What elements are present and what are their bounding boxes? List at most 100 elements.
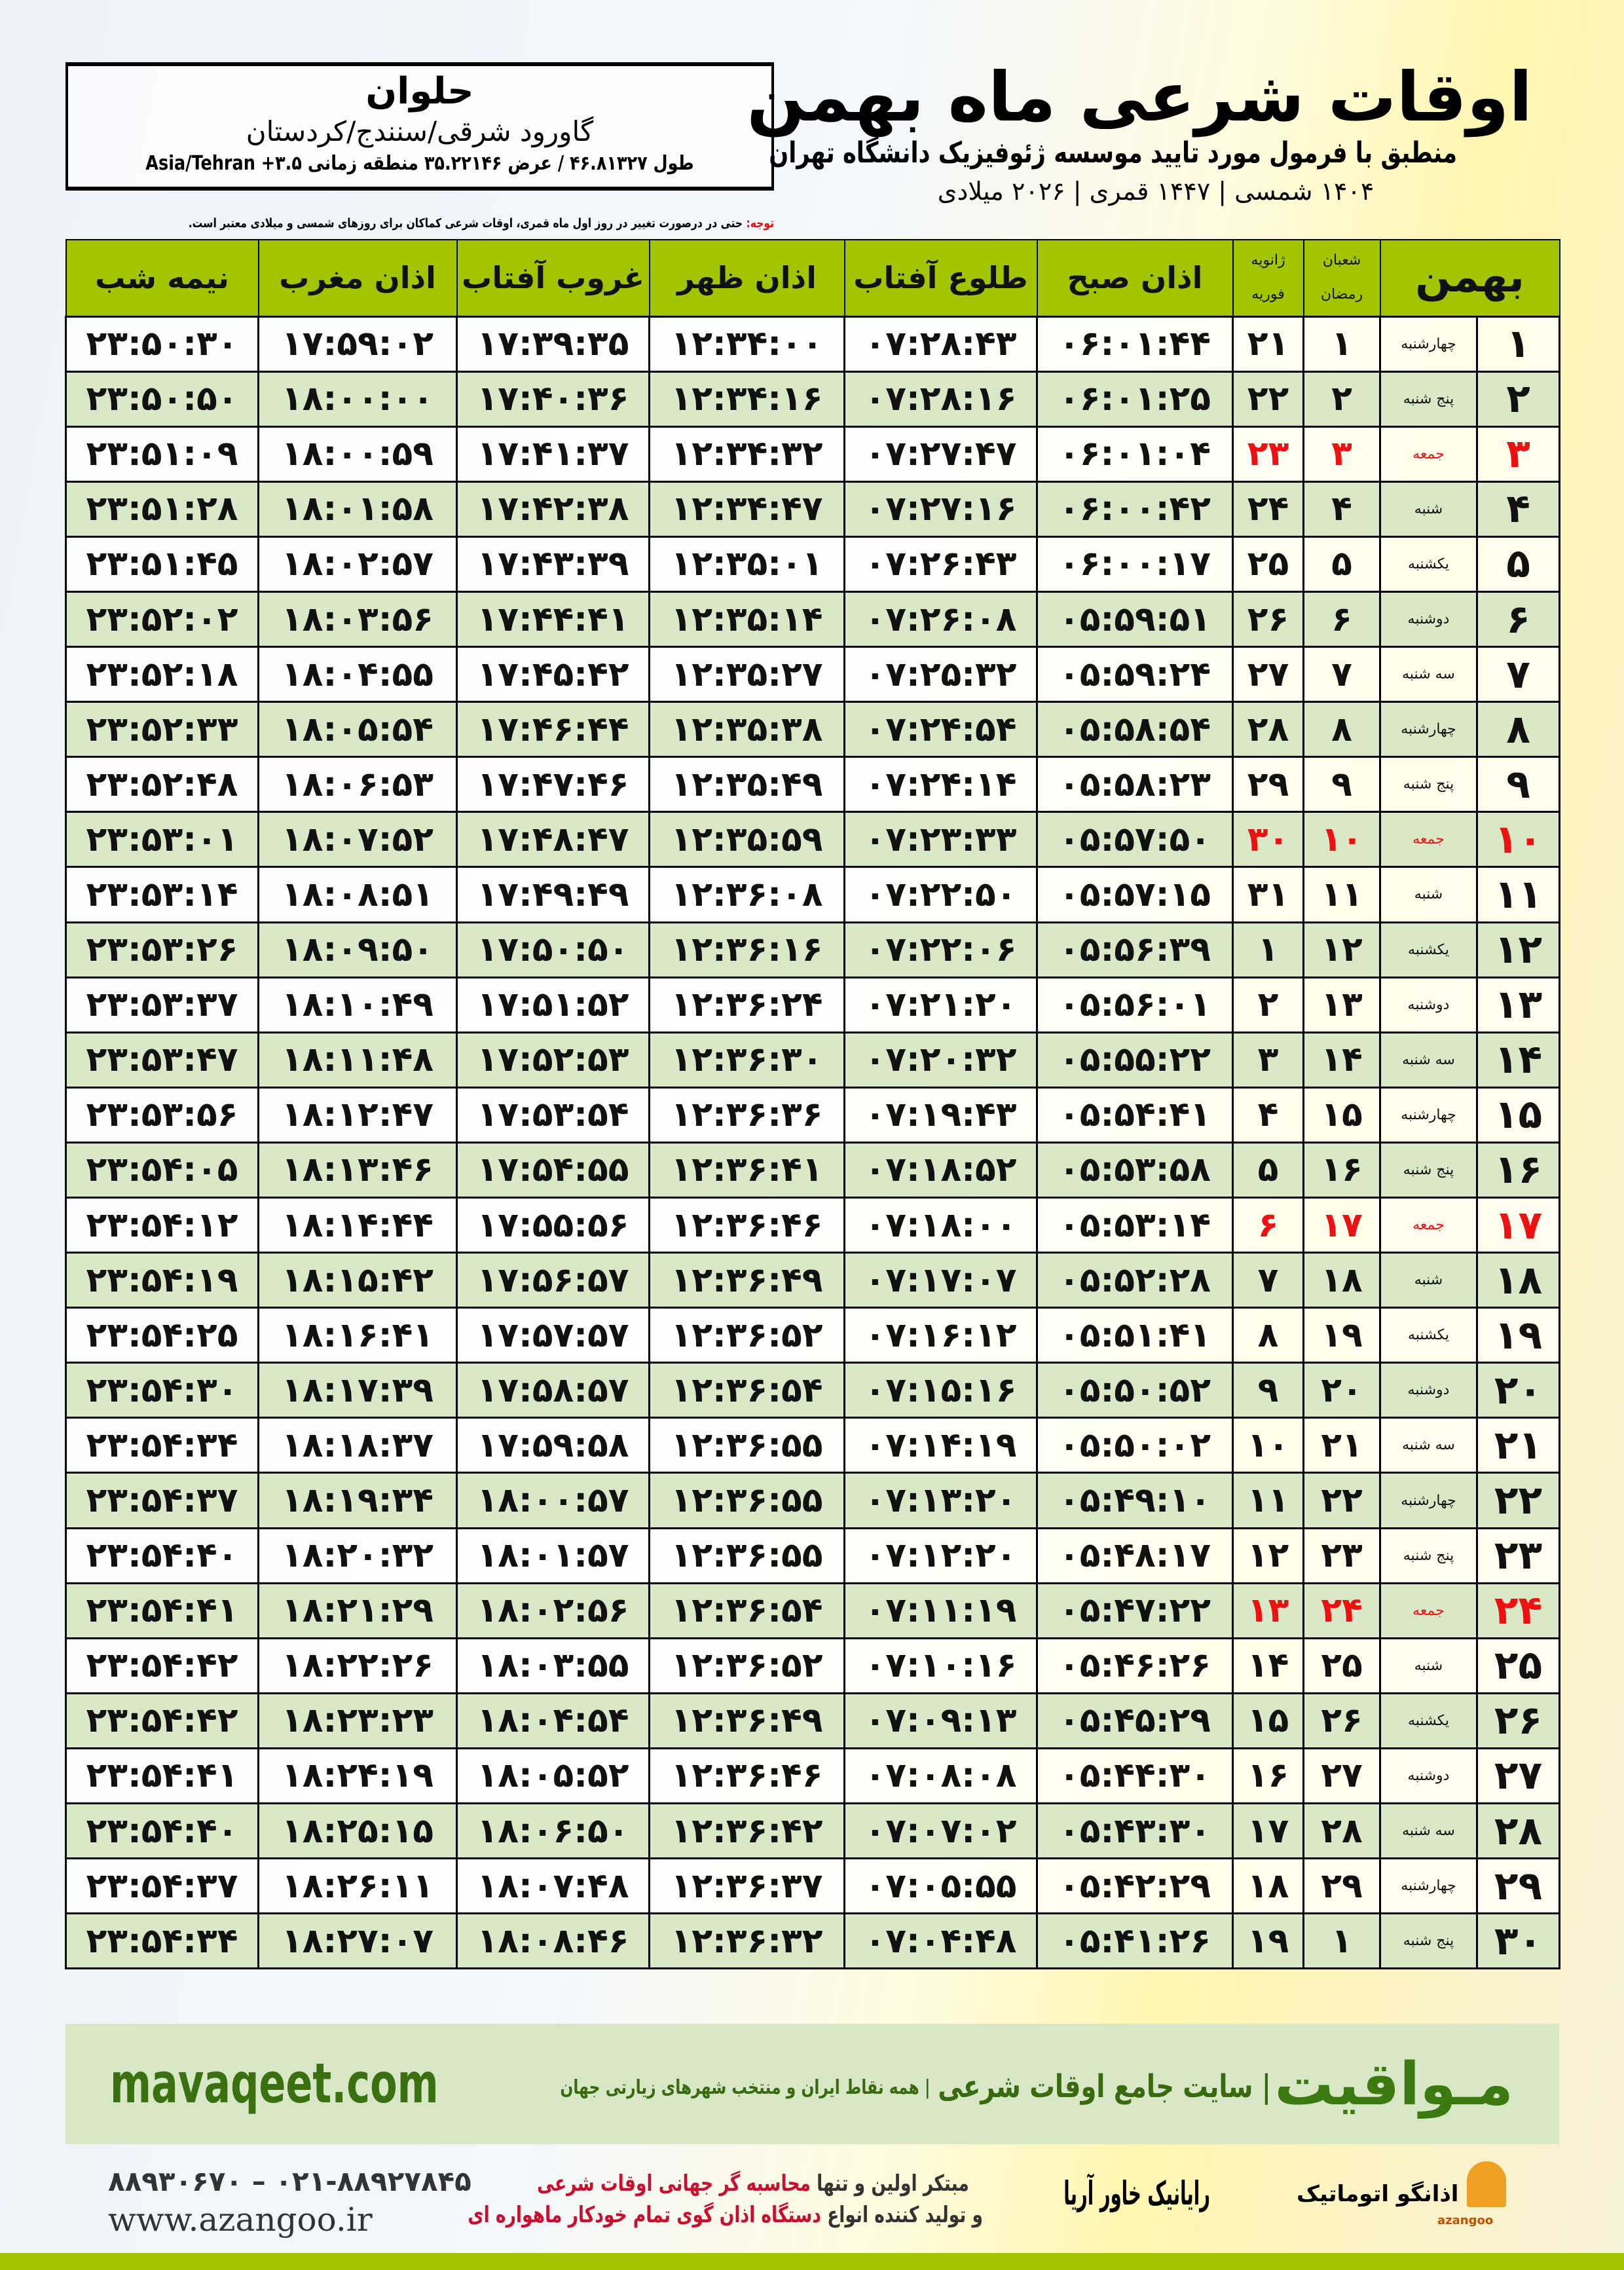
cell-day: ۲۸ <box>1476 1802 1560 1860</box>
cell-weekday: جمعه <box>1379 1582 1478 1639</box>
cell-sunrise: ۰۷:۲۴:۵۴ <box>843 701 1038 758</box>
coordinates: طول ۴۶.۸۱۳۲۷ / عرض ۳۵.۲۲۱۴۶ منطقه زمانی … <box>145 152 694 175</box>
cell-fajr: ۰۵:۴۶:۲۶ <box>1036 1637 1234 1694</box>
cell-hijri: ۲۸ <box>1302 1802 1381 1860</box>
table-row: ۲۳:۵۱:۴۵ ۱۸:۰۲:۵۷ ۱۷:۴۳:۳۹ ۱۲:۳۵:۰۱ ۰۷:۲۶:۴۳… <box>65 535 1560 593</box>
table-row: ۲۳:۵۴:۴۱ ۱۸:۲۱:۲۹ ۱۸:۰۲:۵۶ ۱۲:۳۶:۵۴ ۰۷:۱۱:۱۹… <box>65 1582 1560 1639</box>
cell-dhuhr: ۱۲:۳۶:۵۴ <box>648 1582 845 1639</box>
table-row: ۲۳:۵۳:۰۱ ۱۸:۰۷:۵۲ ۱۷:۴۸:۴۷ ۱۲:۳۵:۵۹ ۰۷:۲۳:۳۳… <box>65 811 1560 868</box>
cell-midnight: ۲۳:۵۴:۰۵ <box>65 1141 259 1199</box>
cell-day: ۲۹ <box>1476 1857 1560 1915</box>
header-sunrise: طلوع آفتاب <box>843 239 1038 317</box>
header-maghrib: اذان مغرب <box>257 239 458 317</box>
cell-sunrise: ۰۷:۱۰:۱۶ <box>843 1637 1038 1694</box>
slogan-line2-b: دستگاه اذان گوی تمام خودکار ماهواره ای <box>468 2202 821 2228</box>
table-row: ۲۳:۵۳:۳۷ ۱۸:۱۰:۴۹ ۱۷:۵۱:۵۲ ۱۲:۳۶:۲۴ ۰۷:۲۱:۲۰… <box>65 976 1560 1033</box>
location-box: حلوان گاورود شرقی/سنندج/کردستان طول ۴۶.۸… <box>65 62 774 191</box>
cell-greg: ۱۲ <box>1232 1527 1304 1584</box>
cell-weekday: چهارشنبه <box>1379 1086 1478 1144</box>
cell-fajr: ۰۵:۵۷:۵۰ <box>1036 811 1234 868</box>
azangoo-url[interactable]: www.azangoo.ir <box>108 2201 373 2239</box>
cell-day: ۲۱ <box>1476 1417 1560 1474</box>
header-hijri-top: شعبان <box>1322 252 1361 269</box>
cell-midnight: ۲۳:۵۴:۴۱ <box>65 1582 259 1639</box>
cell-dhuhr: ۱۲:۳۶:۳۶ <box>648 1086 845 1144</box>
cell-day: ۱۱ <box>1476 866 1560 923</box>
cell-weekday: شنبه <box>1379 866 1478 923</box>
table-row: ۲۳:۵۳:۵۶ ۱۸:۱۲:۴۷ ۱۷:۵۳:۵۴ ۱۲:۳۶:۳۶ ۰۷:۱۹:۴۳… <box>65 1086 1560 1144</box>
cell-sunrise: ۰۷:۲۴:۱۴ <box>843 756 1038 813</box>
cell-weekday: پنج شنبه <box>1379 1141 1478 1199</box>
cell-fajr: ۰۵:۵۷:۱۵ <box>1036 866 1234 923</box>
cell-midnight: ۲۳:۵۳:۰۱ <box>65 811 259 868</box>
cell-sunset: ۱۷:۴۰:۳۶ <box>456 370 650 428</box>
cell-maghrib: ۱۸:۱۲:۴۷ <box>257 1086 458 1144</box>
cell-dhuhr: ۱۲:۳۵:۲۷ <box>648 646 845 703</box>
table-row: ۲۳:۵۱:۰۹ ۱۸:۰۰:۵۹ ۱۷:۴۱:۳۷ ۱۲:۳۴:۳۲ ۰۷:۲۷:۴۷… <box>65 425 1560 483</box>
cell-maghrib: ۱۸:۲۲:۲۶ <box>257 1637 458 1694</box>
cell-dhuhr: ۱۲:۳۶:۳۰ <box>648 1031 845 1088</box>
azangoo-logo-text: azangoo <box>1437 2214 1494 2227</box>
slogan: مبتکر اولین و تنها محاسبه گر جهانی اوقات… <box>458 2168 1048 2231</box>
cell-hijri: ۶ <box>1302 590 1381 648</box>
table-row: ۲۳:۵۴:۲۵ ۱۸:۱۶:۴۱ ۱۷:۵۷:۵۷ ۱۲:۳۶:۵۲ ۰۷:۱۶:۱۲… <box>65 1307 1560 1364</box>
table-row: ۲۳:۵۳:۲۶ ۱۸:۰۹:۵۰ ۱۷:۵۰:۵۰ ۱۲:۳۶:۱۶ ۰۷:۲۲:۰۶… <box>65 921 1560 978</box>
cell-day: ۱۶ <box>1476 1141 1560 1199</box>
cell-hijri: ۱۲ <box>1302 921 1381 978</box>
cell-fajr: ۰۶:۰۰:۱۷ <box>1036 535 1234 593</box>
cell-sunset: ۱۸:۰۲:۵۶ <box>456 1582 650 1639</box>
cell-maghrib: ۱۸:۲۰:۳۲ <box>257 1527 458 1584</box>
cell-greg: ۲۷ <box>1232 646 1304 703</box>
cell-fajr: ۰۶:۰۱:۰۴ <box>1036 425 1234 483</box>
table-row: ۲۳:۵۲:۱۸ ۱۸:۰۴:۵۵ ۱۷:۴۵:۴۲ ۱۲:۳۵:۲۷ ۰۷:۲۵:۳۲… <box>65 646 1560 703</box>
cell-fajr: ۰۵:۴۲:۲۹ <box>1036 1857 1234 1915</box>
table-row: ۲۳:۵۴:۳۷ ۱۸:۲۶:۱۱ ۱۸:۰۷:۴۸ ۱۲:۳۶:۳۷ ۰۷:۰۵:۵۵… <box>65 1857 1560 1915</box>
cell-midnight: ۲۳:۵۴:۴۲ <box>65 1692 259 1749</box>
cell-greg: ۲۳ <box>1232 425 1304 483</box>
cell-fajr: ۰۵:۴۷:۲۲ <box>1036 1582 1234 1639</box>
table-row: ۲۳:۵۴:۴۲ ۱۸:۲۳:۲۳ ۱۸:۰۴:۵۴ ۱۲:۳۶:۴۹ ۰۷:۰۹:۱۳… <box>65 1692 1560 1749</box>
cell-maghrib: ۱۸:۰۱:۵۸ <box>257 480 458 538</box>
site-url[interactable]: mavaqeet.com <box>110 2051 439 2115</box>
cell-sunrise: ۰۷:۰۹:۱۳ <box>843 1692 1038 1749</box>
cell-sunset: ۱۷:۳۹:۳۵ <box>456 315 650 373</box>
cell-weekday: شنبه <box>1379 1637 1478 1694</box>
cell-fajr: ۰۵:۵۳:۱۴ <box>1036 1196 1234 1254</box>
cell-hijri: ۲۵ <box>1302 1637 1381 1694</box>
cell-fajr: ۰۵:۵۶:۳۹ <box>1036 921 1234 978</box>
header-fajr: اذان صبح <box>1036 239 1234 317</box>
cell-hijri: ۸ <box>1302 701 1381 758</box>
cell-maghrib: ۱۸:۰۲:۵۷ <box>257 535 458 593</box>
cell-midnight: ۲۳:۵۴:۴۱ <box>65 1747 259 1805</box>
cell-fajr: ۰۵:۵۹:۲۴ <box>1036 646 1234 703</box>
cell-midnight: ۲۳:۵۴:۲۵ <box>65 1307 259 1364</box>
cell-greg: ۷ <box>1232 1252 1304 1309</box>
cell-day: ۱۲ <box>1476 921 1560 978</box>
cell-day: ۲۴ <box>1476 1582 1560 1639</box>
mosque-dome-icon <box>1467 2161 1506 2207</box>
cell-dhuhr: ۱۲:۳۶:۲۴ <box>648 976 845 1033</box>
cell-greg: ۲ <box>1232 976 1304 1033</box>
cell-maghrib: ۱۸:۲۴:۱۹ <box>257 1747 458 1805</box>
cell-hijri: ۲۷ <box>1302 1747 1381 1805</box>
cell-sunset: ۱۷:۴۵:۴۲ <box>456 646 650 703</box>
slogan-line1-b: محاسبه گر جهانی اوقات شرعی <box>537 2170 811 2197</box>
cell-sunrise: ۰۷:۱۲:۲۰ <box>843 1527 1038 1584</box>
table-row: ۲۳:۵۴:۴۲ ۱۸:۲۲:۲۶ ۱۸:۰۳:۵۵ ۱۲:۳۶:۵۲ ۰۷:۱۰:۱۶… <box>65 1637 1560 1694</box>
cell-maghrib: ۱۸:۰۳:۵۶ <box>257 590 458 648</box>
cell-hijri: ۱ <box>1302 1912 1381 1970</box>
table-row: ۲۳:۵۴:۴۰ ۱۸:۲۵:۱۵ ۱۸:۰۶:۵۰ ۱۲:۳۶:۴۲ ۰۷:۰۷:۰۲… <box>65 1802 1560 1860</box>
year-line: ۱۴۰۴ شمسی | ۱۴۴۷ قمری | ۲۰۲۶ میلادی <box>937 177 1375 206</box>
cell-fajr: ۰۶:۰۱:۲۵ <box>1036 370 1234 428</box>
cell-midnight: ۲۳:۵۲:۰۲ <box>65 590 259 648</box>
cell-hijri: ۱۵ <box>1302 1086 1381 1144</box>
cell-sunrise: ۰۷:۱۸:۵۲ <box>843 1141 1038 1199</box>
city-name: حلوان <box>365 70 474 113</box>
cell-sunrise: ۰۷:۲۶:۰۸ <box>843 590 1038 648</box>
cell-dhuhr: ۱۲:۳۵:۵۹ <box>648 811 845 868</box>
table-row: ۲۳:۵۳:۱۴ ۱۸:۰۸:۵۱ ۱۷:۴۹:۴۹ ۱۲:۳۶:۰۸ ۰۷:۲۲:۵۰… <box>65 866 1560 923</box>
cell-greg: ۸ <box>1232 1307 1304 1364</box>
cell-midnight: ۲۳:۵۱:۲۸ <box>65 480 259 538</box>
cell-day: ۱۳ <box>1476 976 1560 1033</box>
slogan-line2-a: و تولید کننده انواع <box>821 2202 983 2228</box>
